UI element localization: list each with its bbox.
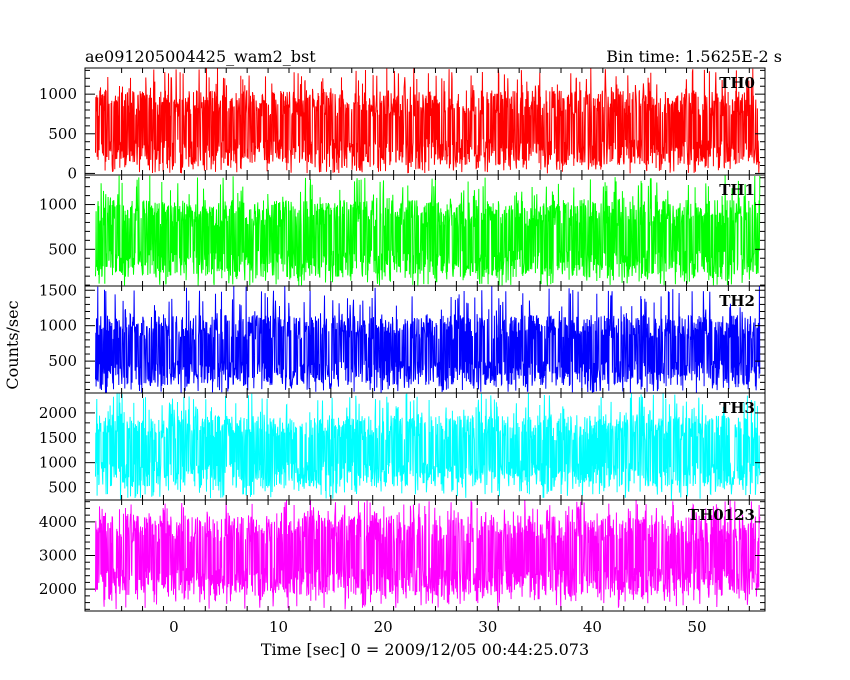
x-axis-title: Time [sec] 0 = 2009/12/05 00:44:25.073 [261, 640, 589, 659]
x-tick-label: 40 [583, 618, 602, 636]
y-tick-label: 1500 [39, 429, 77, 447]
chart-title: ae091205004425_wam2_bst [85, 47, 316, 66]
y-tick-label: 1000 [39, 317, 77, 335]
series-th0123 [95, 500, 761, 610]
panel-th0123: 2000 3000 4000 TH0123 [39, 499, 766, 612]
y-tick-label: 3000 [39, 547, 77, 565]
panel-label-th1: TH1 [719, 181, 755, 199]
panel-th0: 0 500 1000 TH0 [39, 67, 766, 182]
x-tick-label: 50 [687, 618, 706, 636]
panel-label-th0123: TH0123 [688, 506, 755, 524]
panel-label-th3: TH3 [719, 399, 755, 417]
y-tick-label: 500 [48, 125, 77, 143]
panel-label-th2: TH2 [719, 292, 755, 310]
series-th0 [95, 68, 761, 174]
y-tick-label: 1500 [39, 281, 77, 299]
x-tick-label: 0 [169, 618, 179, 636]
y-tick-label: 500 [48, 240, 77, 258]
series-th2 [95, 286, 761, 393]
panel-th2: 500 1000 1500 TH2 [39, 281, 766, 394]
y-tick-label: 0 [67, 164, 77, 182]
x-tick-label: 20 [374, 618, 393, 636]
y-tick-label: 2000 [39, 580, 77, 598]
y-tick-label: 500 [48, 352, 77, 370]
y-tick-label: 1000 [39, 196, 77, 214]
panels-layer: 0 500 1000 TH0 500 1000 TH1 500 1000 1500 TH2 500 10… [39, 67, 766, 612]
x-tick-label: 30 [478, 618, 497, 636]
y-tick-label: 4000 [39, 513, 77, 531]
panel-th1: 500 1000 TH1 [39, 174, 766, 287]
y-tick-label: 1000 [39, 85, 77, 103]
panel-label-th0: TH0 [719, 74, 755, 92]
series-th1 [95, 175, 761, 286]
x-tick-label: 10 [269, 618, 288, 636]
y-tick-label: 2000 [39, 404, 77, 422]
y-axis-title: Counts/sec [3, 300, 22, 389]
panel-th3: 500 1000 1500 2000 TH3 [39, 392, 766, 501]
series-th3 [95, 393, 761, 500]
y-tick-label: 500 [48, 479, 77, 497]
y-tick-label: 1000 [39, 454, 77, 472]
bin-time-label: Bin time: 1.5625E-2 s [606, 47, 782, 66]
x-axis: 0 10 20 30 40 50 [169, 618, 706, 636]
